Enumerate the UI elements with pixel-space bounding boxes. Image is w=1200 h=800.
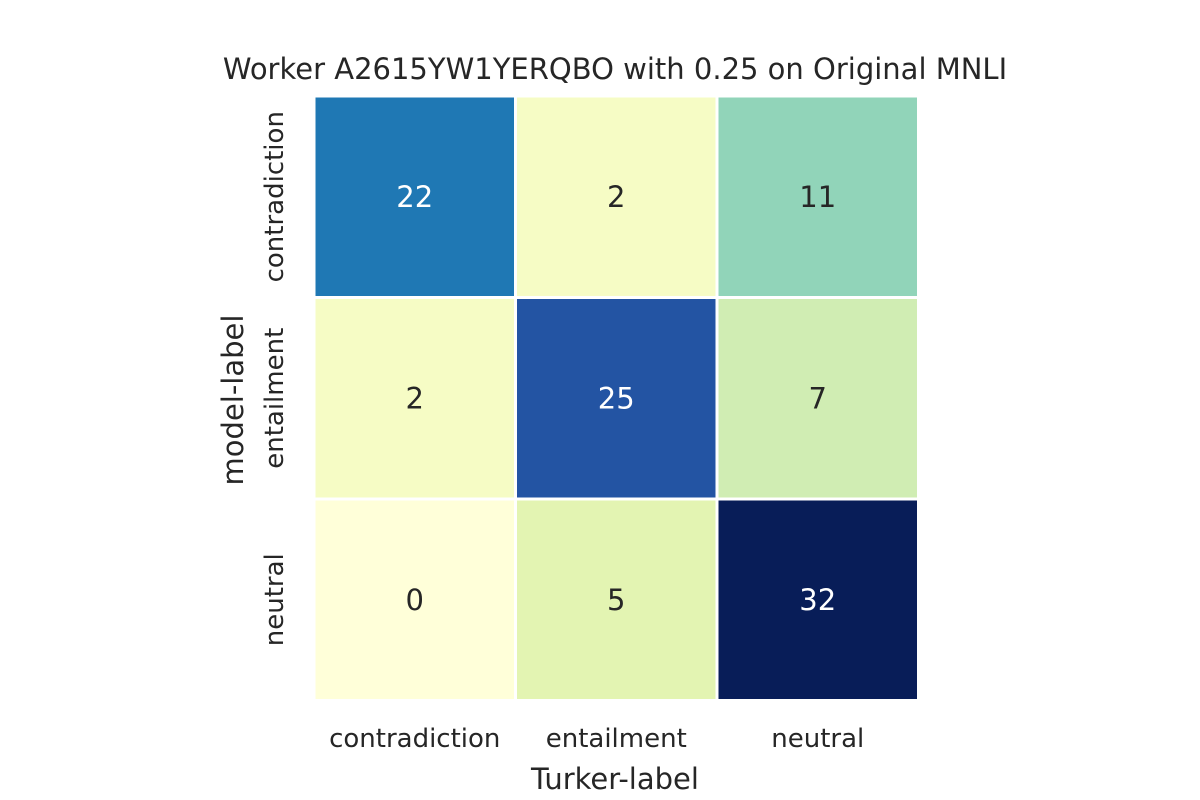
cell-value-label: 2 <box>607 180 625 214</box>
heatmap-cell-neutral-entailment <box>517 500 716 699</box>
heatmap-cell-entailment-entailment <box>517 299 716 498</box>
heatmap-cells: 22 2 112 25 70 5 32 <box>315 97 917 699</box>
y-axis-ticks: contradiction entailment neutral <box>260 111 290 646</box>
cell-value-label: 22 <box>396 180 433 214</box>
cell-value-label: 0 <box>406 583 424 617</box>
heatmap-cell-entailment-neutral <box>718 299 917 498</box>
chart-title: Worker A2615YW1YERQBO with 0.25 on Origi… <box>223 52 1007 86</box>
cell-value-label: 7 <box>809 381 827 415</box>
heatmap-cell-entailment-contradiction <box>315 299 514 498</box>
heatmap-cell-neutral-neutral <box>718 500 917 699</box>
heatmap-cell-contradiction-neutral <box>718 97 917 296</box>
cell-value-label: 11 <box>799 180 836 214</box>
heatmap-cell-contradiction-contradiction <box>315 97 514 296</box>
y-tick-label-entailment: entailment <box>260 328 290 469</box>
heatmap-cell-contradiction-entailment <box>517 97 716 296</box>
x-tick-label-contradiction: contradiction <box>329 724 500 754</box>
heatmap-cell-neutral-contradiction <box>315 500 514 699</box>
cell-value-label: 32 <box>799 583 836 617</box>
x-tick-label-neutral: neutral <box>771 724 864 754</box>
cell-value-label: 25 <box>598 381 635 415</box>
x-tick-label-entailment: entailment <box>546 724 687 754</box>
x-axis-ticks: contradiction entailment neutral <box>329 724 864 754</box>
y-tick-label-neutral: neutral <box>260 553 290 646</box>
x-axis-label: Turker-label <box>530 762 699 796</box>
y-tick-label-contradiction: contradiction <box>260 111 290 282</box>
cell-value-label: 2 <box>406 381 424 415</box>
y-axis-label: model-label <box>216 315 250 486</box>
cell-value-label: 5 <box>607 583 625 617</box>
